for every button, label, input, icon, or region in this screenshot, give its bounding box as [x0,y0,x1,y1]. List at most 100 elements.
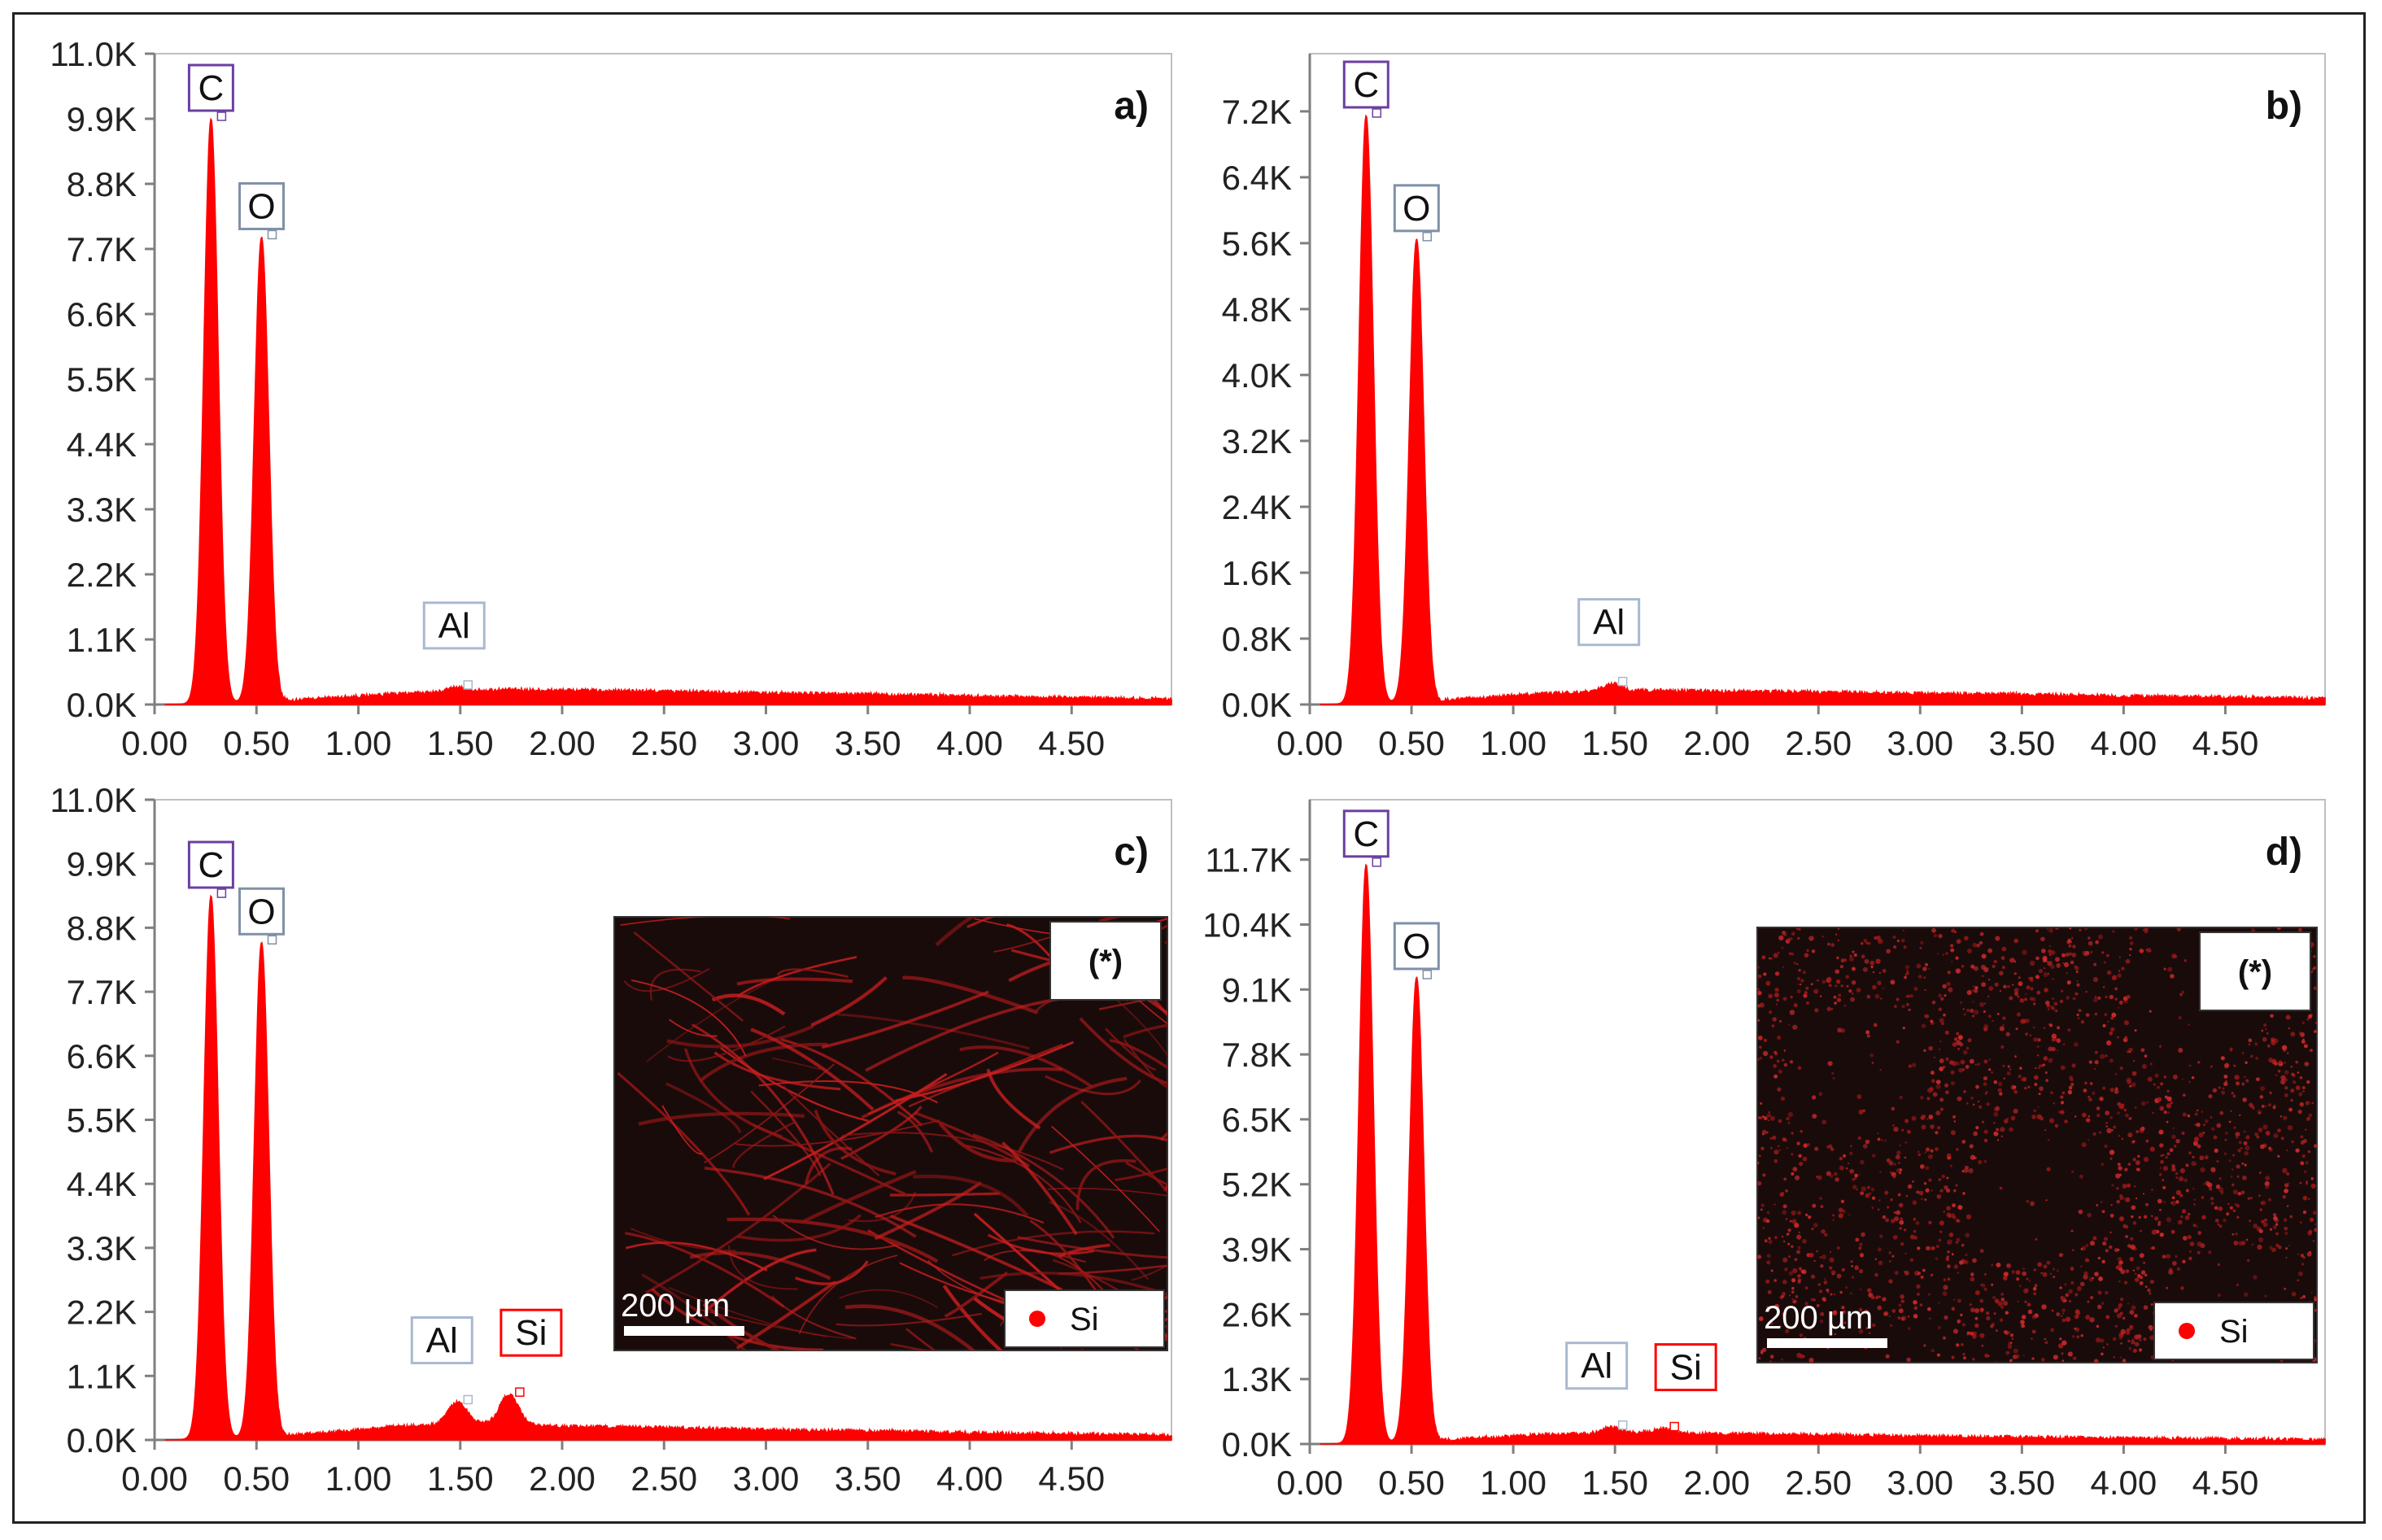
x-tick-label: 2.50 [630,1459,697,1498]
peak-label-box-al [1565,1342,1629,1390]
peak-marker [1669,1421,1679,1432]
panel-label: c) [1114,831,1149,874]
x-tick-label: 4.00 [2091,1464,2157,1502]
y-tick-label: 8.8K [67,909,137,947]
x-tick-label: 1.00 [325,724,392,762]
x-tick-label: 4.00 [936,724,1003,762]
peak-label-al: Al [1593,603,1625,643]
x-tick-label: 3.00 [733,724,800,762]
peak-label-o: O [1403,927,1430,966]
peak-label-c: C [198,845,224,885]
y-tick-label: 7.7K [67,230,137,268]
y-tick-label: 4.0K [1222,356,1292,395]
spectrum-panel-c: 0.0K 1.1K 2.2K 3.3K 4.4K 5.5K 6.6K 7.7K 8.8K 9.9K… [50,781,1172,1498]
legend-label: Si [2219,1314,2249,1350]
y-tick-label: 4.8K [1222,290,1292,329]
y-tick-label: 7.8K [1222,1036,1292,1074]
y-tick-label: 11.7K [1205,841,1292,879]
peak-label-o: O [1403,189,1430,229]
y-tick-label: 3.3K [67,1229,137,1267]
legend-marker [1029,1311,1045,1327]
y-tick-label: 5.2K [1222,1166,1292,1204]
y-tick-label: 0.8K [1222,620,1292,658]
y-tick-label: 6.6K [67,1037,137,1075]
y-tick-label: 0.0K [1222,1425,1292,1464]
y-tick-label: 9.9K [67,845,137,883]
peak-label-box-o [1393,922,1440,971]
y-tick-label: 1.1K [67,621,137,659]
x-tick-label: 4.50 [1038,1459,1105,1498]
x-tick-label: 2.50 [1785,724,1852,762]
spectrum-panel-a: 0.0K 1.1K 2.2K 3.3K 4.4K 5.5K 6.6K 7.7K 8.8K 9.9K… [50,35,1172,762]
peak-marker [1372,857,1382,867]
x-tick-label: 3.50 [835,1459,901,1498]
peak-label-c: C [1353,814,1379,854]
scale-bar [1767,1338,1887,1348]
y-tick-label: 8.8K [67,165,137,203]
x-tick-label: 1.00 [1480,724,1547,762]
x-tick-label: 2.00 [529,1459,596,1498]
y-tick-label: 7.2K [1222,93,1292,131]
y-tick-label: 7.7K [67,973,137,1011]
element-map-inset: (*) Si 200 µm [613,916,1168,1351]
peak-label-box-al [422,601,486,650]
inset-tag: (*) [2238,954,2272,990]
scale-bar-label: 200 µm [1764,1300,1873,1336]
inset-tag-box [1049,921,1162,1001]
peak-label-c: C [198,68,224,108]
x-tick-label: 4.00 [936,1459,1003,1498]
x-tick-label: 1.50 [427,1459,494,1498]
y-tick-label: 4.4K [67,1165,137,1203]
y-tick-label: 5.6K [1222,225,1292,263]
peak-marker [463,1394,473,1405]
figure-frame [12,12,2366,1524]
x-tick-label: 1.50 [427,724,494,762]
x-tick-label: 4.50 [1038,724,1105,762]
plot-area [1309,53,2326,705]
scale-bar-label: 200 µm [621,1288,730,1324]
y-tick-label: 5.5K [67,360,137,399]
x-tick-label: 3.00 [733,1459,800,1498]
legend-label: Si [1070,1302,1099,1337]
peak-label-o: O [247,186,275,226]
x-tick-label: 3.00 [1887,1464,1953,1502]
x-tick-label: 4.00 [2091,724,2157,762]
peak-marker [515,1387,525,1397]
y-tick-label: 9.9K [67,100,137,138]
y-tick-label: 3.3K [67,491,137,529]
peak-label-al: Al [438,606,470,646]
peak-label-si: Si [515,1313,547,1353]
peak-label-box-c [187,840,234,889]
y-tick-label: 6.6K [67,295,137,334]
y-tick-label: 10.4K [1202,905,1292,944]
y-tick-label: 11.0K [50,781,137,819]
x-tick-label: 2.00 [1683,1464,1750,1502]
x-tick-label: 1.00 [1480,1464,1547,1502]
inset-tag: (*) [1088,944,1123,979]
y-tick-label: 1.6K [1222,554,1292,592]
peak-label-box-c [1342,809,1390,858]
x-tick-label: 4.50 [2192,724,2259,762]
peak-marker [1422,232,1433,242]
peak-marker [1617,676,1628,687]
peak-label-c: C [1353,65,1379,105]
spectrum-series [164,117,1172,705]
x-tick-label: 3.50 [835,724,901,762]
y-tick-label: 0.0K [67,686,137,724]
peak-marker [216,888,227,898]
x-tick-label: 3.50 [1988,1464,2055,1502]
peak-label-box-c [187,63,234,112]
panel-label: d) [2266,831,2302,874]
peak-marker [216,111,227,121]
y-tick-label: 2.2K [67,556,137,594]
y-tick-label: 3.9K [1222,1231,1292,1269]
x-tick-label: 2.50 [630,724,697,762]
y-tick-label: 4.4K [67,425,137,464]
x-tick-label: 0.00 [1276,1464,1343,1502]
peak-label-box-si [500,1308,563,1357]
y-tick-label: 0.0K [67,1421,137,1459]
peak-label-o: O [247,892,275,931]
y-tick-label: 0.0K [1222,686,1292,724]
y-tick-label: 6.4K [1222,159,1292,197]
